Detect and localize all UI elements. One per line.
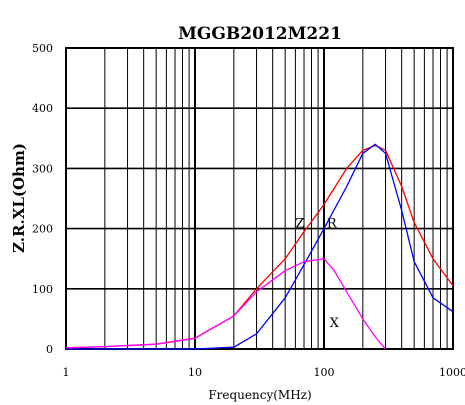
series-line-x bbox=[65, 258, 386, 350]
grid-minor bbox=[104, 48, 448, 349]
series-line-z bbox=[65, 144, 454, 349]
series-line-r bbox=[66, 143, 454, 350]
chart-title: MGGB2012M221 bbox=[178, 24, 342, 44]
y-tick-label: 300 bbox=[32, 162, 53, 175]
x-tick-label: 1000 bbox=[439, 366, 465, 379]
y-tick-label: 400 bbox=[32, 102, 53, 115]
plot-frame bbox=[65, 47, 454, 350]
annotation-label-x: X bbox=[330, 316, 340, 331]
y-tick-label: 100 bbox=[32, 283, 53, 296]
annotation-label-z: Z bbox=[295, 217, 304, 232]
x-tick-label: 10 bbox=[188, 366, 202, 379]
grid-major bbox=[65, 47, 454, 350]
annotation-label-r: R bbox=[327, 217, 338, 232]
ticks-layer: 1 10 100 1000 0 100 200 300 400 500 bbox=[32, 42, 465, 379]
y-tick-label: 500 bbox=[32, 42, 53, 55]
x-tick-label: 1 bbox=[63, 366, 70, 379]
series-layer bbox=[65, 143, 454, 350]
x-axis-label: Frequency(MHz) bbox=[208, 388, 311, 402]
x-tick-label: 100 bbox=[314, 366, 335, 379]
y-axis-label: Z.R.XL(Ohm) bbox=[10, 143, 28, 253]
y-tick-label: 0 bbox=[46, 343, 53, 356]
annotation-layer: Z R X bbox=[295, 217, 339, 331]
y-tick-label: 200 bbox=[32, 223, 53, 236]
